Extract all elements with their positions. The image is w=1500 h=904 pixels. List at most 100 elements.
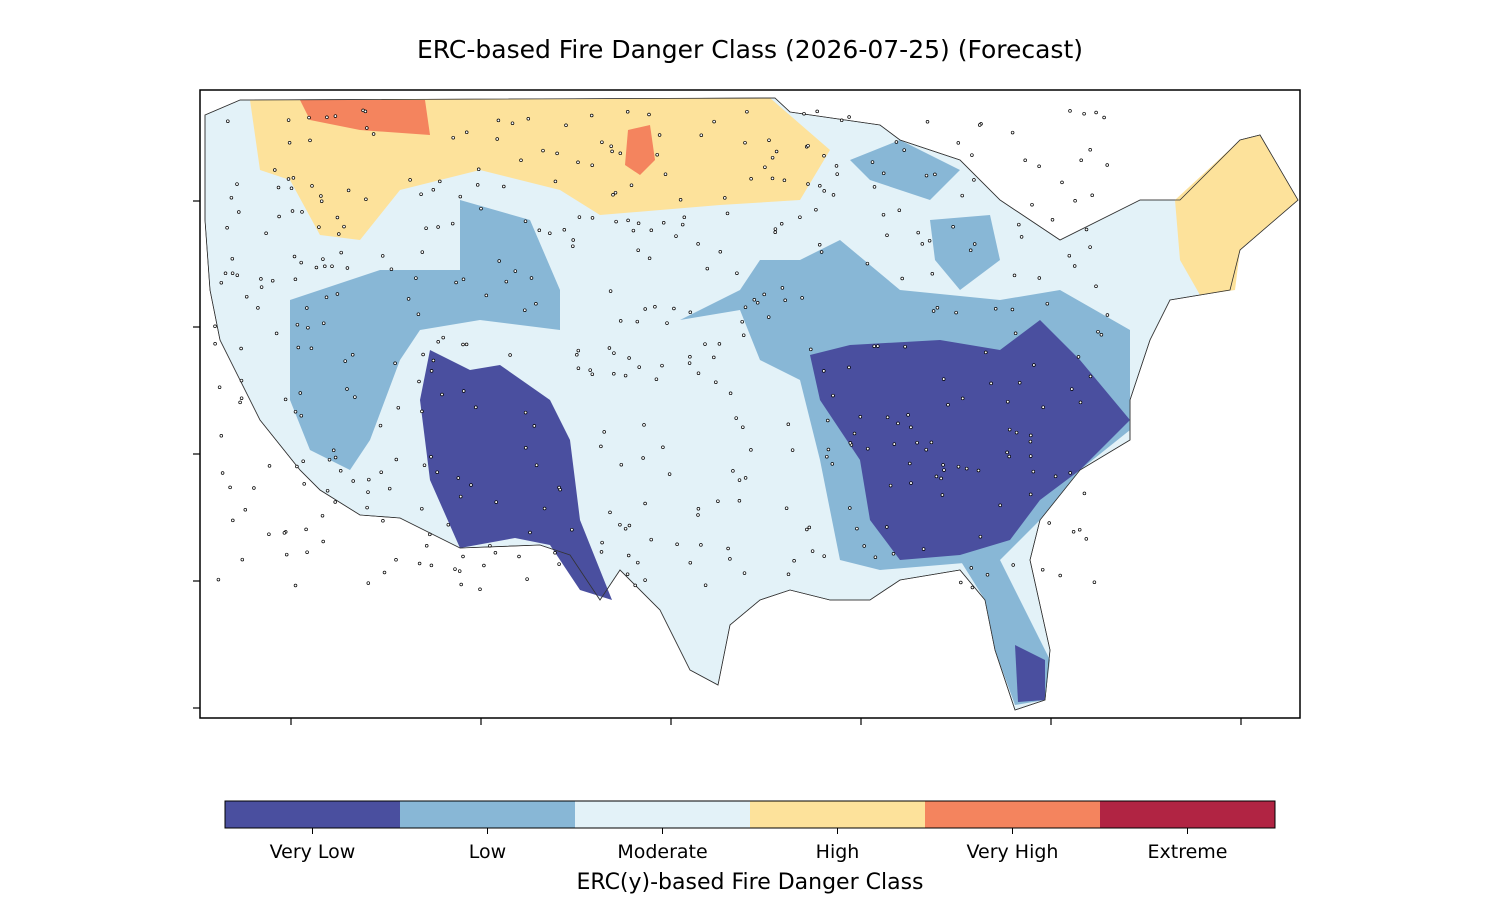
station-dot [461,554,465,559]
station-dot [920,242,925,246]
station-dot [665,321,669,325]
colorbar-class-label: Moderate [617,841,707,863]
station-dot [888,483,893,488]
station-dot [345,266,350,270]
colorbar-label: ERC(y)-based Fire Danger Class [576,870,923,895]
station-dot [293,409,298,414]
station-dot [1037,164,1041,169]
station-dot [1010,130,1015,135]
station-dot [220,471,225,475]
station-dot [1079,158,1083,163]
station-dot [976,468,981,473]
station-dot [435,470,439,474]
station-dot [752,298,757,302]
station-dot [892,442,897,446]
station-dot [696,513,700,517]
station-dot [626,553,631,558]
station-dot [1045,301,1050,306]
station-dot [321,539,325,544]
station-dot [450,221,455,226]
station-dot [424,226,428,230]
station-dot [406,297,411,301]
station-dot [814,207,818,212]
station-dot [660,363,664,368]
station-dot [523,219,528,223]
station-dot [553,551,557,555]
station-dot [649,228,654,233]
station-dot [1067,253,1072,258]
station-dot [1011,563,1015,567]
station-dot [289,186,294,191]
station-dot [728,391,733,396]
station-dot [225,226,229,230]
station-dot [865,261,870,266]
station-dot [408,178,412,182]
map-frame [199,89,1301,719]
station-dot [494,500,498,504]
station-dot [847,365,851,370]
station-dot [636,248,640,252]
station-dot [822,369,826,373]
station-dot [458,494,463,499]
station-dot [749,177,753,181]
station-dot [238,400,242,405]
station-dot [800,296,804,300]
station-dot [819,250,824,254]
station-dot [273,168,277,172]
station-dot [908,461,912,466]
station-dot [479,206,483,211]
station-dot [654,377,659,381]
station-dot [743,305,748,309]
station-dot [956,141,961,145]
station-dot [345,387,349,391]
station-dot [977,123,982,127]
station-dot [687,361,692,365]
station-dot [970,585,975,590]
station-dot [830,462,835,466]
station-dot [740,319,744,324]
station-dot [339,250,343,255]
station-dot [296,345,301,350]
station-dot [773,230,777,234]
danger-region [290,200,560,470]
station-dot [807,525,812,530]
station-dot [282,531,287,535]
station-dot [321,257,325,261]
station-dot [663,172,668,176]
station-dot [562,228,567,232]
station-dot [431,188,436,192]
station-dot [228,485,232,490]
station-dot [457,569,462,573]
station-dot [703,342,707,346]
station-dot [532,424,537,428]
station-dot [287,141,292,145]
station-dot [1077,527,1082,532]
station-dot [379,470,383,474]
station-dot [735,271,739,275]
station-dot [612,351,616,355]
station-dot [346,188,351,193]
station-dot [557,485,561,490]
station-dot [653,305,657,309]
station-dot [421,352,425,357]
station-dot [1031,469,1036,474]
station-dot [636,560,640,565]
station-dot [641,456,645,460]
station-dot [1028,492,1033,497]
station-dot [588,368,592,372]
danger-region [930,215,1000,290]
station-dot [682,215,687,220]
danger-region [1175,135,1298,295]
station-dot [614,219,618,224]
station-dot [951,225,955,229]
station-dot [782,178,787,183]
station-dot [256,306,260,310]
station-dot [528,530,532,535]
station-dot [1088,148,1092,152]
station-dot [438,179,442,184]
station-dot [396,405,401,410]
station-dot [737,499,742,503]
station-dot [631,228,636,233]
station-dot [524,446,528,450]
